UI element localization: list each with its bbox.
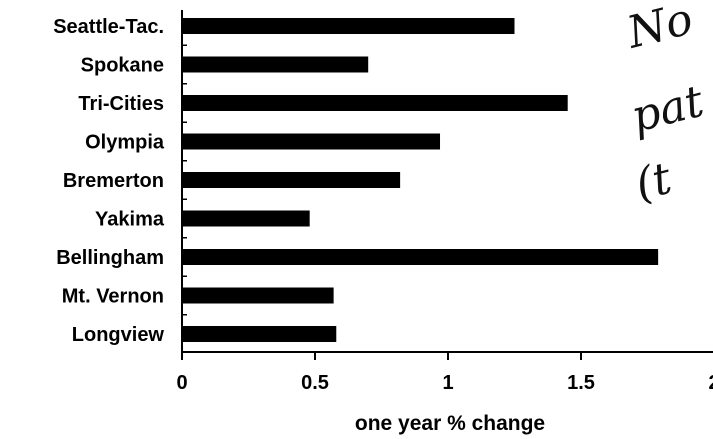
category-label: Mt. Vernon xyxy=(62,286,164,308)
x-axis-title: one year % change xyxy=(355,412,545,435)
bar-mt-vernon xyxy=(182,287,334,304)
bar-spokane xyxy=(182,56,369,73)
category-label: Spokane xyxy=(81,55,164,77)
annotation-line-3: (t xyxy=(630,153,676,211)
category-label: Bellingham xyxy=(56,247,164,269)
x-tick-label: 0 xyxy=(176,372,187,394)
labels-layer: Seattle-Tac. Spokane Tri-Cities Olympia Brem… xyxy=(53,16,713,394)
handwritten-annotation: No pat (t xyxy=(621,0,709,211)
annotation-line-2: pat xyxy=(626,76,709,143)
category-label: Longview xyxy=(72,324,165,346)
category-label: Seattle-Tac. xyxy=(53,16,164,38)
x-tick-label: 1 xyxy=(442,372,453,394)
bar-tri-cities xyxy=(182,95,568,111)
category-label: Olympia xyxy=(85,132,165,154)
bars-layer xyxy=(182,18,659,342)
bar-bellingham xyxy=(182,249,659,265)
axes-layer xyxy=(181,10,713,360)
category-label: Yakima xyxy=(95,209,165,231)
x-tick-label: 0.5 xyxy=(301,372,329,394)
bar-olympia xyxy=(182,133,441,150)
annotation-line-1: No xyxy=(621,0,697,59)
bar-longview xyxy=(182,326,337,342)
bar-yakima xyxy=(182,210,310,227)
bar-seattle-tac xyxy=(182,18,515,34)
x-tick-label: 1.5 xyxy=(567,372,595,394)
category-label: Bremerton xyxy=(63,170,164,192)
x-tick-label: 2 xyxy=(708,372,713,394)
bar-bremerton xyxy=(182,172,401,188)
category-label: Tri-Cities xyxy=(78,93,164,115)
